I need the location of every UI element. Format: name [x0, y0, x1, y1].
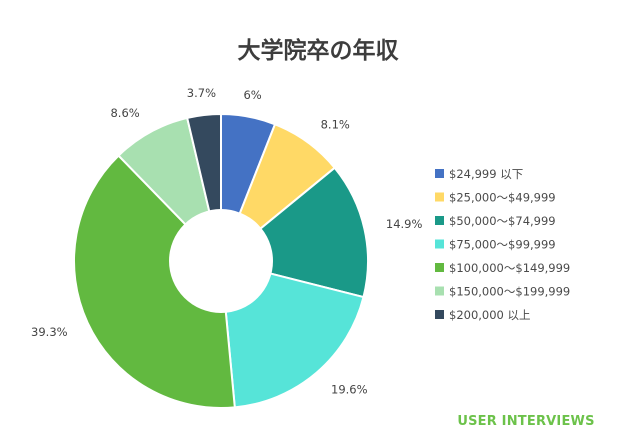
legend-label: $50,000〜$74,999	[449, 214, 556, 228]
watermark-logo: USER INTERVIEWS	[457, 414, 594, 429]
legend-swatch	[435, 239, 444, 249]
legend-swatch	[435, 263, 444, 272]
legend-swatch	[435, 216, 444, 225]
chart-title: 大学院卒の年収	[238, 37, 400, 64]
legend-swatch	[435, 192, 444, 202]
legend-label: $200,000 以上	[449, 308, 531, 322]
data-label: 8.1%	[321, 118, 350, 132]
data-label: 3.7%	[187, 86, 216, 100]
data-label: 6%	[243, 88, 261, 102]
legend-label: $24,999 以下	[449, 167, 523, 181]
pie-slice	[73, 154, 236, 409]
legend: $24,999 以下 $25,000〜$49,999 $50,000〜$74,999…	[435, 167, 570, 322]
data-label: 14.9%	[386, 217, 423, 231]
legend-swatch	[435, 310, 444, 319]
data-label: 39.3%	[31, 325, 68, 339]
data-label: 8.6%	[110, 106, 139, 120]
data-label: 19.6%	[331, 382, 368, 396]
legend-label: $25,000〜$49,999	[449, 191, 556, 205]
legend-label: $100,000〜$149,999	[449, 261, 570, 275]
legend-swatch	[435, 169, 444, 178]
data-labels: 6% 8.1% 14.9% 19.6% 39.3% 8.6% 3.7%	[31, 86, 422, 396]
legend-label: $150,000〜$199,999	[449, 285, 570, 299]
legend-swatch	[435, 286, 444, 296]
legend-label: $75,000〜$99,999	[449, 238, 556, 252]
donut-hole	[169, 209, 273, 313]
